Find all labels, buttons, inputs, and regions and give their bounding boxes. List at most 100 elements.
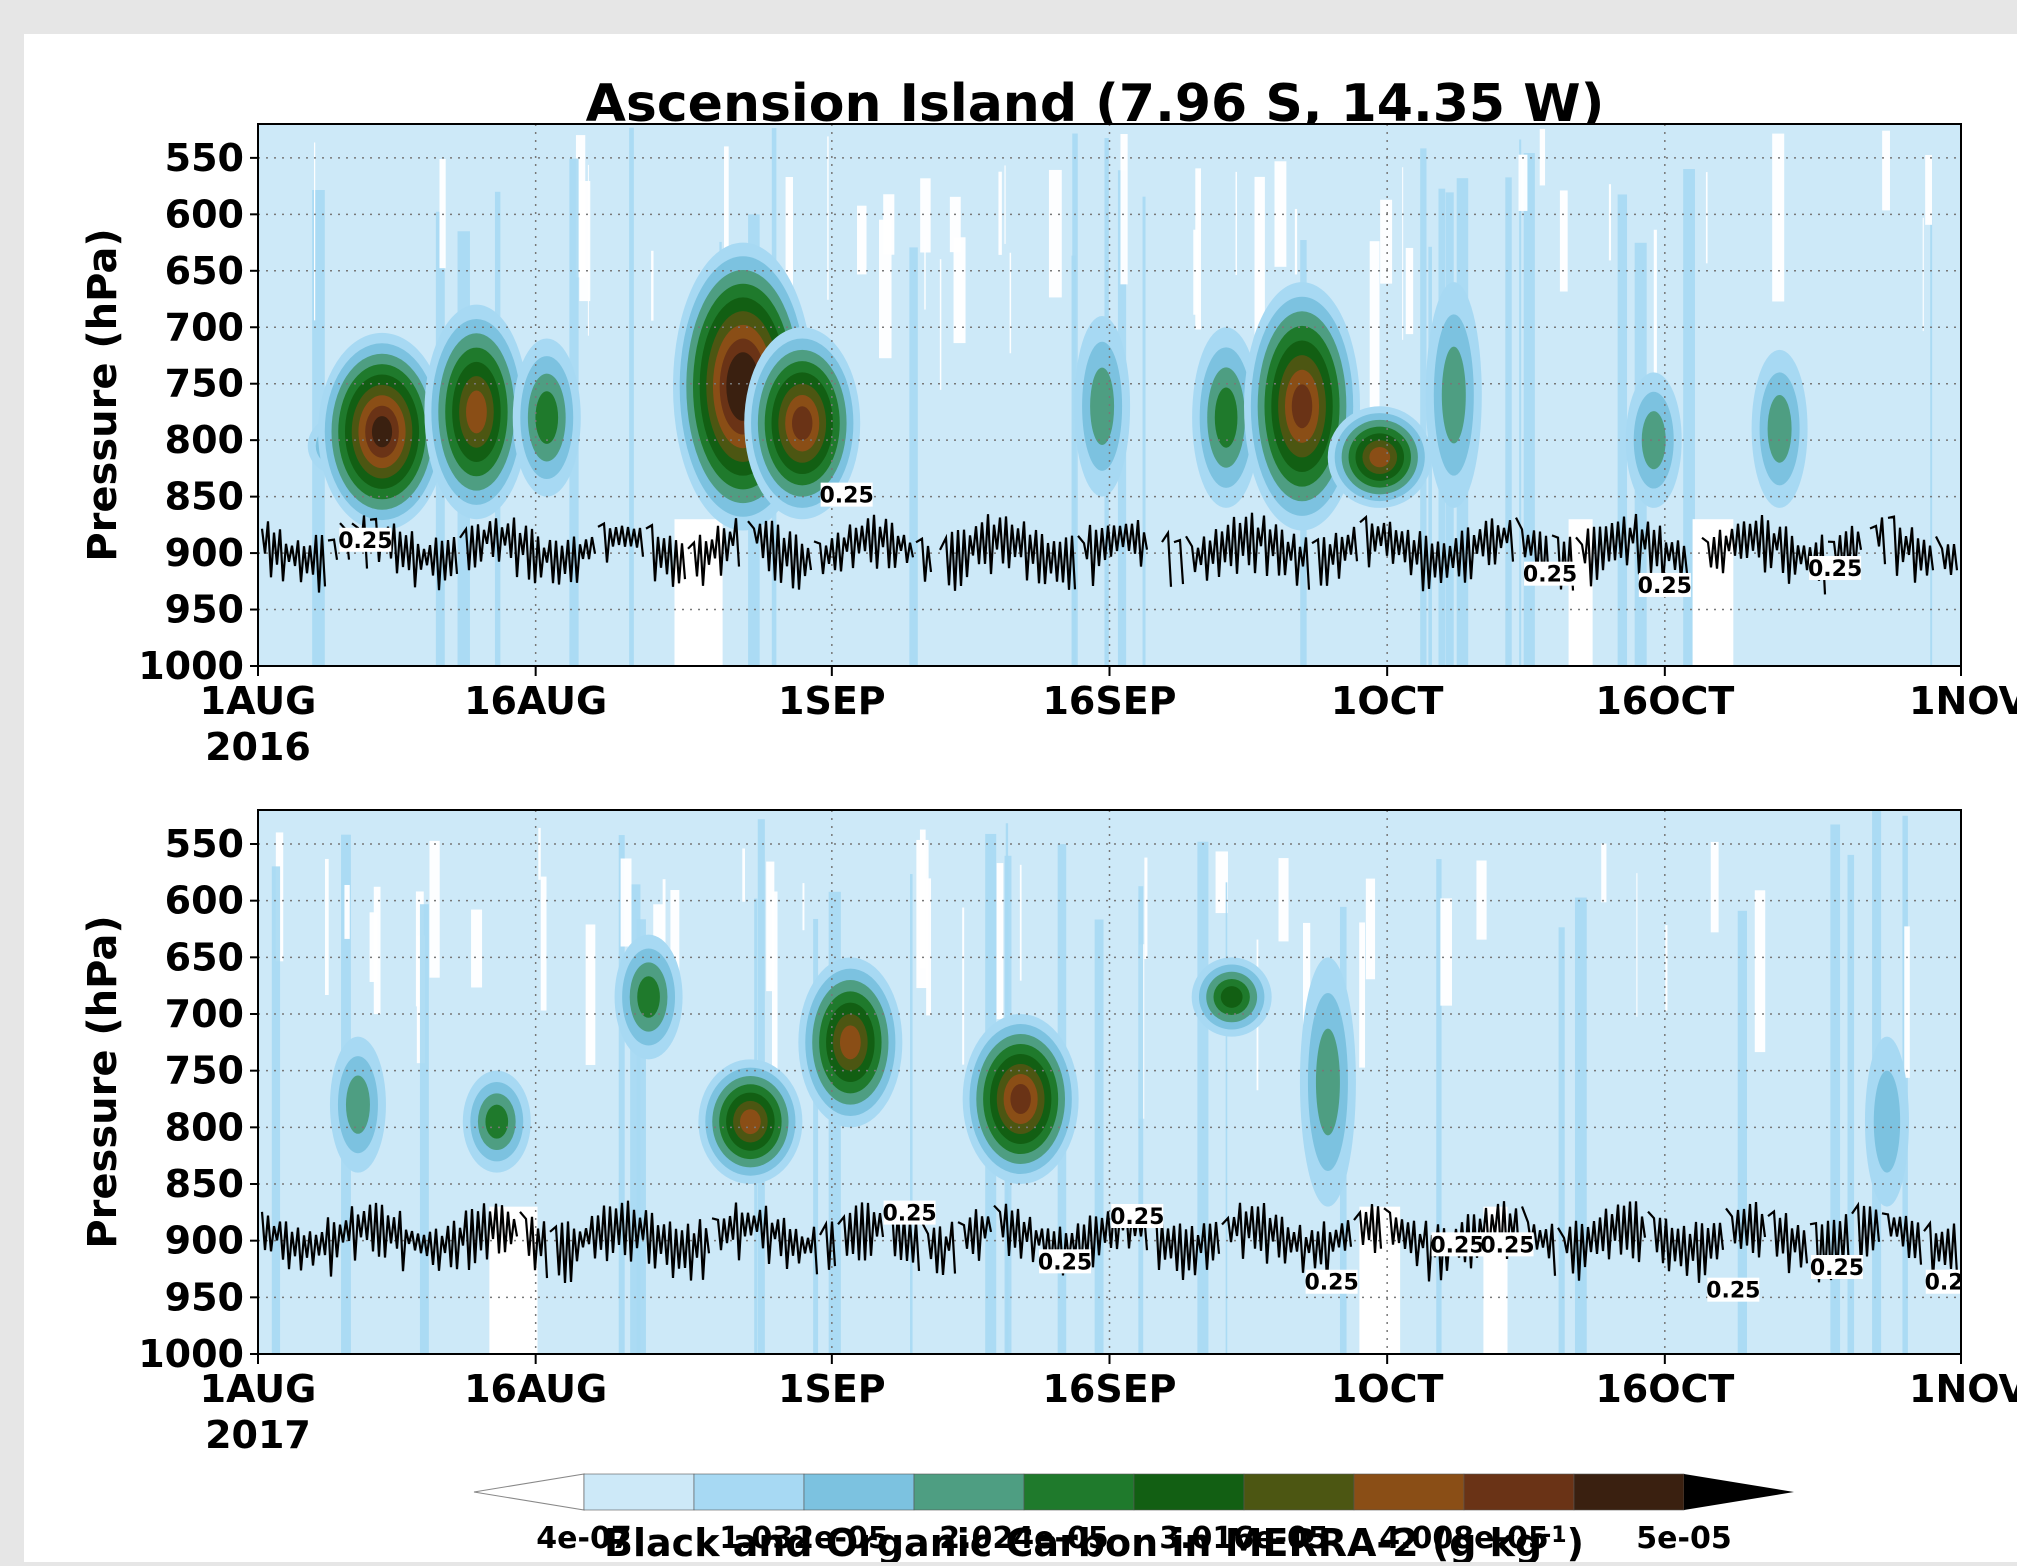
plume-level bbox=[466, 390, 487, 434]
y-tick-label: 850 bbox=[165, 1162, 244, 1206]
field-streak bbox=[1369, 241, 1380, 414]
colorbar-extend-high bbox=[1684, 1474, 1794, 1510]
panel-2017: Pressure (hPa) 0.250.250.250.250.250.250… bbox=[80, 809, 2017, 1457]
contour-label: 0.25 bbox=[882, 1202, 936, 1227]
plume-level bbox=[1441, 346, 1466, 444]
field-streak bbox=[1019, 864, 1022, 981]
colorbar-tick-label: 1.032e-05 bbox=[719, 1521, 888, 1556]
field-streak bbox=[1440, 898, 1452, 1006]
contour-label: 0.25 bbox=[1808, 557, 1862, 582]
field-streak bbox=[827, 136, 829, 300]
y-tick-label: 650 bbox=[165, 935, 244, 979]
field-streak bbox=[369, 912, 378, 982]
y-tick-label: 900 bbox=[165, 1219, 244, 1263]
x-tick-label: 1SEP bbox=[778, 1367, 886, 1411]
plume-level bbox=[345, 1075, 370, 1134]
colorbar-segment bbox=[803, 1473, 915, 1511]
field-streak bbox=[636, 919, 646, 1354]
colorbar-segment bbox=[1243, 1473, 1355, 1511]
plume-level bbox=[637, 976, 660, 1018]
contour-label-bg bbox=[1431, 1232, 1484, 1257]
field-streak bbox=[1601, 843, 1607, 903]
colorbar-segment bbox=[1573, 1473, 1685, 1511]
field-streak bbox=[1278, 858, 1289, 942]
field-streak bbox=[1559, 190, 1568, 292]
field-streak bbox=[313, 142, 316, 321]
field-streak bbox=[1294, 208, 1298, 275]
plume-level bbox=[535, 391, 559, 444]
field-streak bbox=[1772, 133, 1785, 302]
plume-level bbox=[1291, 384, 1313, 429]
field-streak bbox=[1737, 910, 1748, 1354]
x-tick-label: 1SEP bbox=[778, 679, 886, 723]
field-streak bbox=[1193, 229, 1199, 315]
contour-label-bg bbox=[1809, 556, 1862, 581]
y-axis-label-2017: Pressure (hPa) bbox=[80, 915, 126, 1248]
contour-line bbox=[260, 1200, 1959, 1283]
field-streak bbox=[813, 918, 819, 1354]
field-streak bbox=[419, 904, 429, 1354]
field-streak bbox=[1142, 196, 1146, 666]
colorbar-label: Black and Organic Carbon in MERRA-2 (g k… bbox=[604, 1521, 1584, 1562]
x-tick-label: 16AUG bbox=[464, 1367, 607, 1411]
x-tick-label: 1NOV bbox=[1909, 1367, 2017, 1411]
field-streak bbox=[429, 840, 440, 978]
contour-label: 0.25 bbox=[1480, 1233, 1534, 1258]
y-tick-label: 750 bbox=[165, 362, 244, 406]
field-streak bbox=[540, 876, 547, 1011]
plume-level bbox=[1641, 411, 1666, 470]
contour-label-bg bbox=[339, 527, 392, 552]
field-streak bbox=[1904, 926, 1910, 1078]
plot-area-2017: 0.250.250.250.250.250.250.250.250.25 bbox=[258, 810, 1961, 1354]
field-streak bbox=[998, 171, 1002, 255]
x-tick-label: 16OCT bbox=[1595, 1367, 1734, 1411]
field-streak bbox=[1235, 171, 1237, 276]
field-streak bbox=[1539, 128, 1546, 186]
y-tick-label: 1000 bbox=[138, 1332, 244, 1376]
field-streak bbox=[325, 858, 329, 995]
field-streak bbox=[953, 237, 966, 344]
plume-level bbox=[371, 416, 393, 448]
contour-label-bg bbox=[1305, 1269, 1358, 1294]
plot-area-2016: 0.25 0.25 0.25 0.25 0.25 bbox=[258, 124, 1961, 666]
x-tick-label: 1AUG bbox=[200, 1367, 317, 1411]
field-streak bbox=[909, 874, 913, 1354]
field-streak bbox=[1274, 161, 1287, 267]
contour-label: 0.25 bbox=[1638, 574, 1692, 599]
field-streak bbox=[1683, 169, 1695, 666]
y-tick-label: 850 bbox=[165, 475, 244, 519]
field-streak bbox=[1094, 919, 1104, 1354]
plume-level bbox=[485, 1104, 509, 1139]
field-streak bbox=[1402, 167, 1404, 340]
x-tick-label: 1OCT bbox=[1331, 1367, 1444, 1411]
y-axis-label-2016: Pressure (hPa) bbox=[80, 228, 126, 561]
contour-label: 0.25 bbox=[338, 529, 392, 554]
contour-label: 0.25 bbox=[1706, 1279, 1760, 1304]
field-streak bbox=[471, 909, 483, 988]
y-tick-label: 700 bbox=[165, 992, 244, 1036]
y-tick-label: 950 bbox=[165, 1275, 244, 1319]
figure-canvas: Ascension Island (7.96 S, 14.35 W) Press… bbox=[24, 34, 2017, 1565]
field-streak bbox=[962, 907, 965, 1065]
plume-level bbox=[1873, 1070, 1901, 1173]
field-streak bbox=[1120, 134, 1128, 285]
field-streak bbox=[271, 866, 281, 1354]
field-streak bbox=[620, 858, 632, 947]
colorbar: 4e-07 1.032e-05 2.024e-05 3.016e-05 4.008e-0… bbox=[473, 1473, 1794, 1556]
y-tick-label: 800 bbox=[165, 418, 244, 462]
field-streak bbox=[920, 178, 931, 253]
field-streak bbox=[766, 861, 775, 992]
panel-2016: Pressure (hPa) 0.25 0.25 0.25 0.25 0.25 550 60… bbox=[80, 123, 2017, 769]
field-streak bbox=[1004, 165, 1006, 244]
field-streak bbox=[802, 883, 805, 931]
contour-label: 0.25 bbox=[1110, 1205, 1164, 1230]
field-streak bbox=[939, 259, 942, 390]
y-tick-label: 650 bbox=[165, 249, 244, 293]
y-tick-label: 550 bbox=[165, 822, 244, 866]
field-streak bbox=[618, 835, 625, 1354]
field-streak bbox=[670, 890, 680, 984]
field-streak bbox=[1754, 890, 1766, 1053]
contour-label: 0.25 bbox=[1810, 1256, 1864, 1281]
y-tick-label: 600 bbox=[165, 192, 244, 236]
colorbar-segment bbox=[913, 1473, 1025, 1511]
